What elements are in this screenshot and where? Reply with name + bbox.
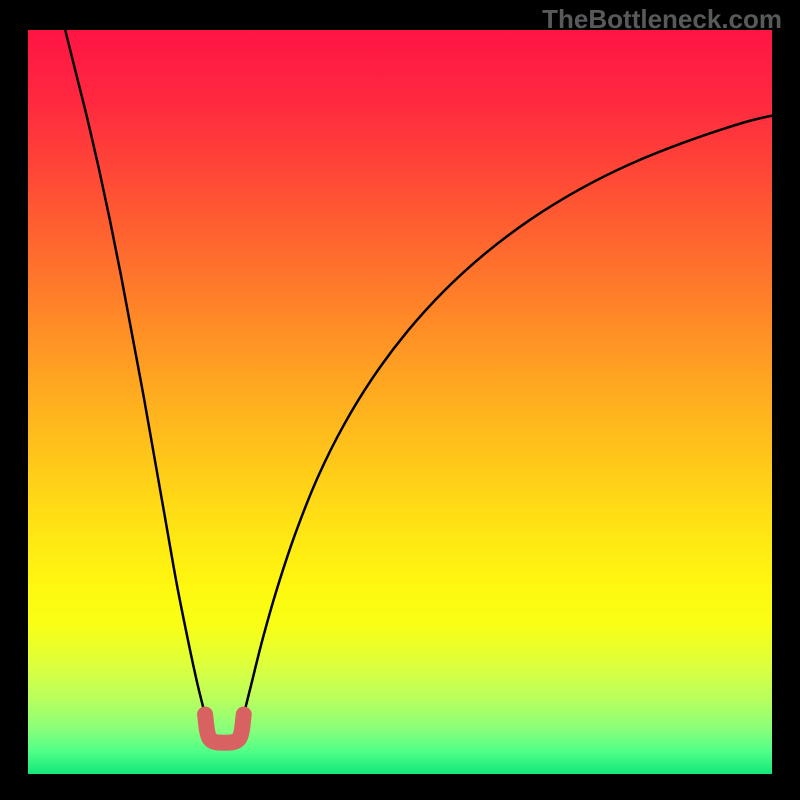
chart-svg xyxy=(28,30,772,774)
plot-area xyxy=(28,30,772,774)
chart-frame: TheBottleneck.com xyxy=(0,0,800,800)
gradient-background xyxy=(28,30,772,774)
